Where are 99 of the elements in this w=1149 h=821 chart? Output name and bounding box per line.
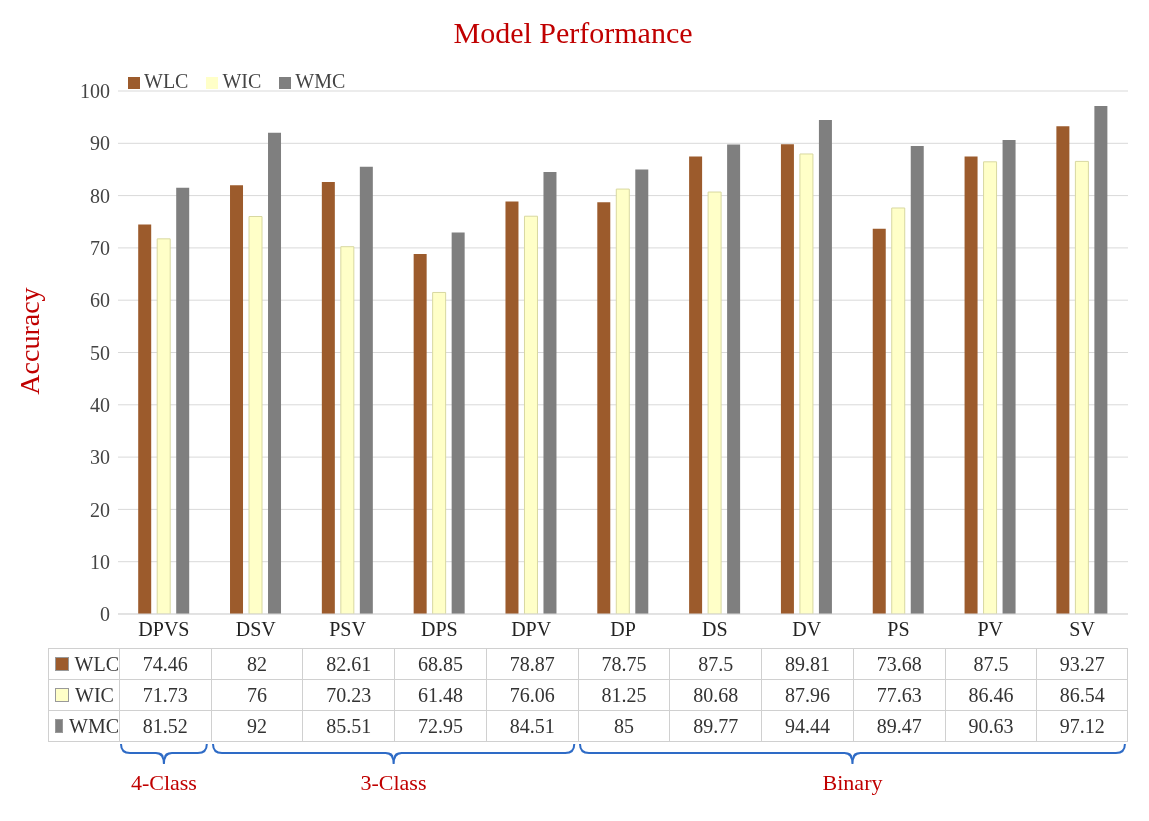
bar [818,120,832,614]
text: 3-Class [359,770,428,796]
y-tick-label: 70 [90,237,110,259]
y-tick-label: 0 [100,603,110,626]
data-label: 71.73 [118,680,211,710]
chart-title: Model Performance [452,16,694,50]
bar [505,201,519,614]
bar [359,166,373,614]
y-tick-label: 10 [90,550,110,573]
data-label: 87.5 [669,649,762,679]
x-tick-label: DV [792,618,822,641]
x-tick-label: DPS [421,618,458,641]
bar [432,291,447,614]
data-label: 81.52 [119,711,211,741]
bar [727,144,741,614]
y-tick-label: 60 [90,289,110,312]
data-label: 74.46 [119,649,211,679]
bar [1002,140,1016,614]
text: WIC [75,683,114,706]
x-tick-label: PS [887,618,910,641]
x-tick-label: DP [610,618,636,641]
bar [321,181,335,614]
data-label: 82 [210,649,303,679]
data-label: 89.77 [669,711,762,741]
bar [523,215,538,614]
data-label: 93.27 [1036,649,1129,679]
bar [230,185,244,614]
text: 4-Class [129,770,198,796]
bar [156,238,171,614]
y-tick-label: 90 [90,132,110,155]
data-label: 85.51 [302,711,395,741]
bar [910,146,924,614]
data-label: 89.47 [852,711,945,741]
y-tick-label: 100 [80,80,110,103]
y-tick-label: 30 [90,446,110,469]
y-tick-label: 80 [90,184,110,207]
bar [1094,106,1108,614]
data-label: 76.06 [485,680,578,710]
bar [891,207,906,614]
data-label: 85 [577,711,670,741]
data-label: 72.95 [394,711,486,741]
data-label: 86.46 [944,680,1037,710]
bar [635,169,649,614]
data-label: 92 [210,711,303,741]
data-label: 84.51 [485,711,578,741]
legend-label: WLC [144,70,189,92]
data-label: 77.63 [852,680,945,710]
bar [413,253,427,614]
data-label: 81.25 [577,680,670,710]
bar [799,153,814,614]
bar [707,191,722,614]
x-tick-label: PV [977,618,1004,641]
bar [248,216,263,614]
data-label: 76 [210,680,303,710]
data-label: 97.12 [1036,711,1129,741]
x-tick-label: DPVS [138,618,190,641]
bar [138,224,152,614]
data-label: 78.75 [577,649,670,679]
bar [597,202,611,614]
data-label: 94.44 [761,711,853,741]
bar [268,132,282,614]
y-tick-label: 50 [90,341,110,364]
bar [543,172,557,614]
data-label: 80.68 [669,680,762,710]
data-label: 87.5 [944,649,1037,679]
bar [780,144,794,614]
x-tick-label: DS [702,618,728,641]
bar [451,232,465,614]
y-tick-label: 20 [90,498,110,521]
bar [689,156,703,614]
legend-label: WIC [222,70,262,92]
text: WMC [69,714,119,737]
data-label: 87.96 [761,680,853,710]
bar [1056,126,1070,614]
x-tick-label: DSV [235,618,277,641]
data-label: 61.48 [394,680,486,710]
bar [964,156,978,614]
data-label: 89.81 [761,649,853,679]
x-tick-label: PSV [329,618,367,641]
bar [1074,160,1089,614]
data-label: 73.68 [852,649,945,679]
bar [983,161,998,614]
bar [340,246,355,614]
bar [615,188,630,614]
text: Binary [821,770,884,796]
data-label: 68.85 [394,649,486,679]
bar [176,187,190,614]
data-label: 90.63 [944,711,1037,741]
data-label: 78.87 [485,649,578,679]
text: WLC [74,652,119,675]
bar [872,228,886,614]
data-label: 82.61 [302,649,395,679]
legend-label: WMC [295,70,346,92]
x-tick-label: SV [1069,618,1096,641]
y-tick-label: 40 [90,393,110,416]
data-label: 70.23 [302,680,395,710]
y-axis-title: Accuracy [14,287,46,395]
x-tick-label: DPV [511,618,552,641]
data-label: 86.54 [1036,680,1129,710]
